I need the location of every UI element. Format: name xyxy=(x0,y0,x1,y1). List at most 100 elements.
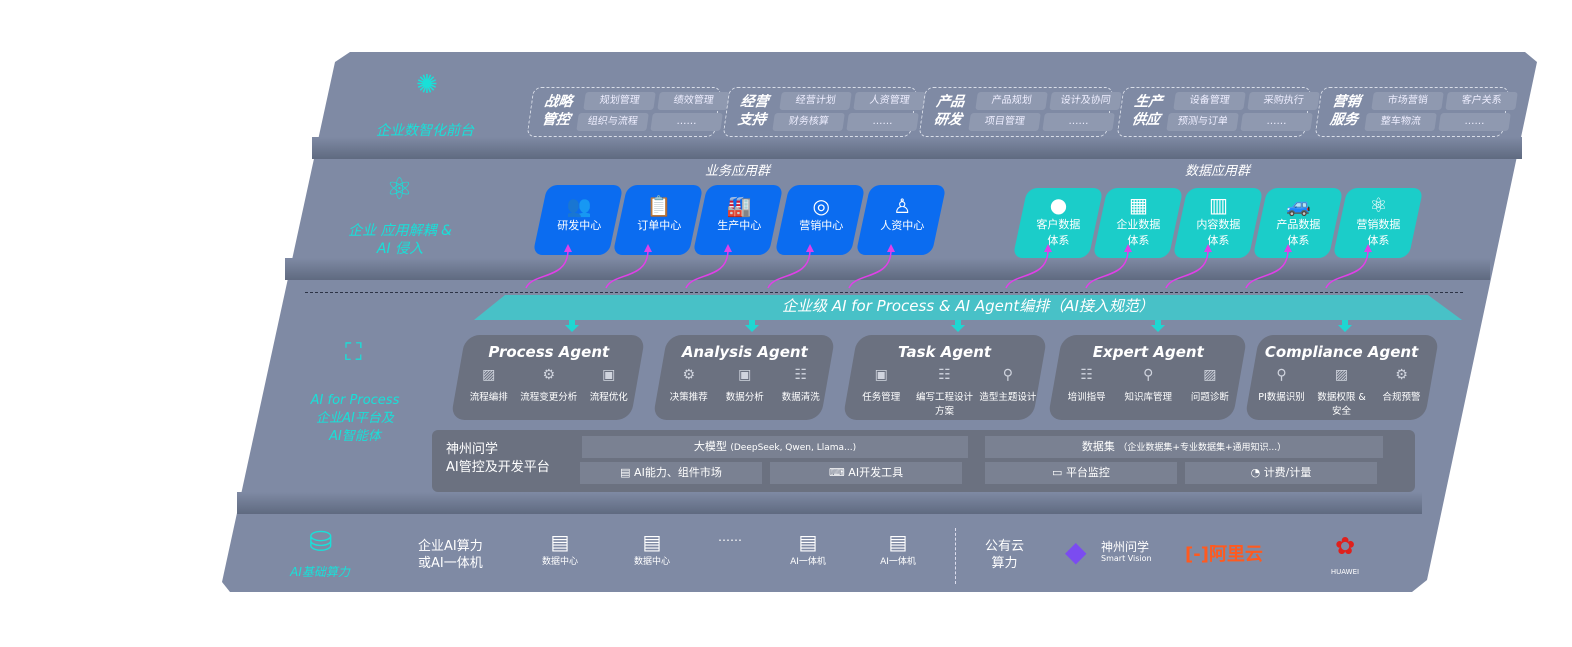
ai-line2: 企业AI平台及 xyxy=(316,411,394,426)
gauge-icon: ◔ xyxy=(1250,466,1264,479)
arrow-head xyxy=(806,244,814,252)
agent-capability[interactable]: ▨ 问题诊断 xyxy=(1179,367,1240,403)
agent-capability[interactable]: ▨ 数据权限 & 安全 xyxy=(1312,367,1371,417)
vendor-sub: Smart Vision xyxy=(1101,554,1152,563)
tier-label-ai: AI for Process 企业AI平台及 AI智能体 xyxy=(300,392,410,446)
agent-card[interactable]: Expert Agent ☷ 培训指导 ⚲ 知识库管理 ▨ 问题诊断 xyxy=(1047,335,1248,420)
datasets-note: （企业数据集+专业数据集+通用知识...） xyxy=(1118,443,1287,453)
agent-capability[interactable]: ▣ 任务管理 xyxy=(850,367,913,417)
agent-capability[interactable]: ⚲ 造型主题设计 xyxy=(977,367,1040,417)
capability-icon: ⚙ xyxy=(542,367,556,383)
arrow-head xyxy=(644,244,652,252)
capability-icon: ▨ xyxy=(1203,367,1217,383)
server-icon: ▤ xyxy=(888,530,908,554)
molecule-icon: ⚛ xyxy=(386,172,413,207)
platform-name1: 神州问学 xyxy=(446,442,499,457)
capability-icon: ▨ xyxy=(1334,367,1349,383)
agent-card[interactable]: Analysis Agent ⚙ 决策推荐 ▣ 数据分析 ☷ 数据清洗 xyxy=(652,335,836,420)
capability-label: 编写工程设计方案 xyxy=(916,392,974,417)
aliyun-logo: [-]阿里云 xyxy=(1185,544,1263,565)
capability-icon: ☷ xyxy=(1080,367,1093,383)
down-arrow xyxy=(951,320,965,332)
capability-label: PI数据识别 xyxy=(1258,392,1305,403)
models-title: 大模型 xyxy=(693,440,727,453)
agent-capability[interactable]: ☷ 数据清洗 xyxy=(773,367,828,403)
capability-label: 决策推荐 xyxy=(669,392,708,403)
agent-card[interactable]: Task Agent ▣ 任务管理 ☷ 编写工程设计方案 ⚲ 造型主题设计 xyxy=(842,335,1048,420)
agent-capability[interactable]: ☷ 编写工程设计方案 xyxy=(913,367,976,417)
capability-label: 数据权限 & 安全 xyxy=(1317,392,1366,417)
diamond-icon: ◆ xyxy=(1065,535,1087,568)
agent-title: Expert Agent xyxy=(1092,343,1204,361)
connector-arrow xyxy=(848,249,892,289)
huawei-logo: ✿ HUAWEI xyxy=(1322,533,1368,578)
brain-icon: ✺ xyxy=(416,70,438,100)
private2: 或AI一体机 xyxy=(418,556,483,571)
market-icon: ▤ xyxy=(620,466,635,479)
agent-capability[interactable]: ▣ 数据分析 xyxy=(717,367,772,403)
capability-icon: ▣ xyxy=(738,367,752,383)
down-arrow xyxy=(745,320,759,332)
capability-icon: ☷ xyxy=(938,367,951,383)
devtools-label: AI开发工具 xyxy=(848,466,904,479)
down-arrow xyxy=(1338,320,1352,332)
vendor-name: 神州问学 xyxy=(1101,540,1150,554)
agent-capability[interactable]: ⚙ 合规预警 xyxy=(1372,367,1431,417)
agent-capability[interactable]: ⚙ 流程变更分析 xyxy=(519,367,578,403)
capability-label: 合规预警 xyxy=(1382,392,1421,403)
ai-line3: AI智能体 xyxy=(329,429,381,444)
capability-label: 造型主题设计 xyxy=(979,392,1037,403)
monitor-label: 平台监控 xyxy=(1065,466,1110,479)
aliyun-name: 阿里云 xyxy=(1208,544,1263,565)
agent-capability[interactable]: ⚲ PI数据识别 xyxy=(1252,367,1311,417)
billing-button[interactable]: ◔ 计费/计量 xyxy=(1185,462,1377,484)
market-label: AI能力、组件市场 xyxy=(634,466,722,479)
arrow-head xyxy=(1044,244,1052,252)
capability-label: 流程编排 xyxy=(469,392,508,403)
capability-label: 任务管理 xyxy=(862,392,901,403)
data-apps-title: 数据应用群 xyxy=(1185,164,1251,179)
arrow-head xyxy=(1364,244,1372,252)
capability-icon: ▨ xyxy=(482,367,496,383)
huawei-petals-icon: ✿ xyxy=(1334,532,1356,560)
smart-vision-logo: ◆ 神州问学 Smart Vision xyxy=(1065,535,1155,571)
devtools-button[interactable]: ⌨ AI开发工具 xyxy=(770,462,962,484)
down-arrow xyxy=(1151,320,1165,332)
server-item: ▤ AI一体机 xyxy=(868,530,928,567)
server-label: 数据中心 xyxy=(633,557,670,567)
agent-capability[interactable]: ▣ 流程优化 xyxy=(579,367,638,403)
monitor-button[interactable]: ▭ 平台监控 xyxy=(985,462,1177,484)
server-icon: ▤ xyxy=(550,530,570,554)
agent-capability[interactable]: ⚲ 知识库管理 xyxy=(1118,367,1179,403)
agent-title: Analysis Agent xyxy=(681,343,808,361)
agent-title: Task Agent xyxy=(898,343,992,361)
server-label: AI一体机 xyxy=(790,557,826,567)
private-compute-label: 企业AI算力 或AI一体机 xyxy=(418,538,483,572)
face-scan-icon: ⛶ xyxy=(345,338,362,366)
connector-arrow xyxy=(767,249,811,289)
infra-separator xyxy=(955,528,956,584)
agent-capability[interactable]: ⚙ 决策推荐 xyxy=(661,367,716,403)
connector-arrow xyxy=(1245,249,1289,289)
agent-title: Compliance Agent xyxy=(1264,343,1419,361)
connector-arrow xyxy=(525,249,569,289)
market-button[interactable]: ▤ AI能力、组件市场 xyxy=(580,462,762,484)
capability-icon: ☷ xyxy=(794,367,808,383)
agent-capability[interactable]: ▨ 流程编排 xyxy=(459,367,518,403)
capability-icon: ⚲ xyxy=(1002,367,1013,383)
tier-divider xyxy=(237,492,1422,514)
business-apps-title: 业务应用群 xyxy=(705,164,771,179)
dashed-separator xyxy=(305,292,1463,293)
tier-label-front: 企业数智化前台 xyxy=(376,123,474,139)
arrow-head xyxy=(887,244,895,252)
agent-card[interactable]: Compliance Agent ⚲ PI数据识别 ▨ 数据权限 & 安全 ⚙ 合规预警 xyxy=(1244,335,1440,420)
agent-capability[interactable]: ☷ 培训指导 xyxy=(1056,367,1117,403)
capability-icon: ⚙ xyxy=(1395,367,1408,383)
agent-card[interactable]: Process Agent ▨ 流程编排 ⚙ 流程变更分析 ▣ 流程优化 xyxy=(450,335,646,420)
devtools-icon: ⌨ xyxy=(828,466,849,479)
database-icon: ⛁ xyxy=(309,525,333,558)
arrow-head xyxy=(1204,244,1212,252)
connector-arrow xyxy=(685,249,729,289)
capability-label: 数据清洗 xyxy=(781,392,820,403)
